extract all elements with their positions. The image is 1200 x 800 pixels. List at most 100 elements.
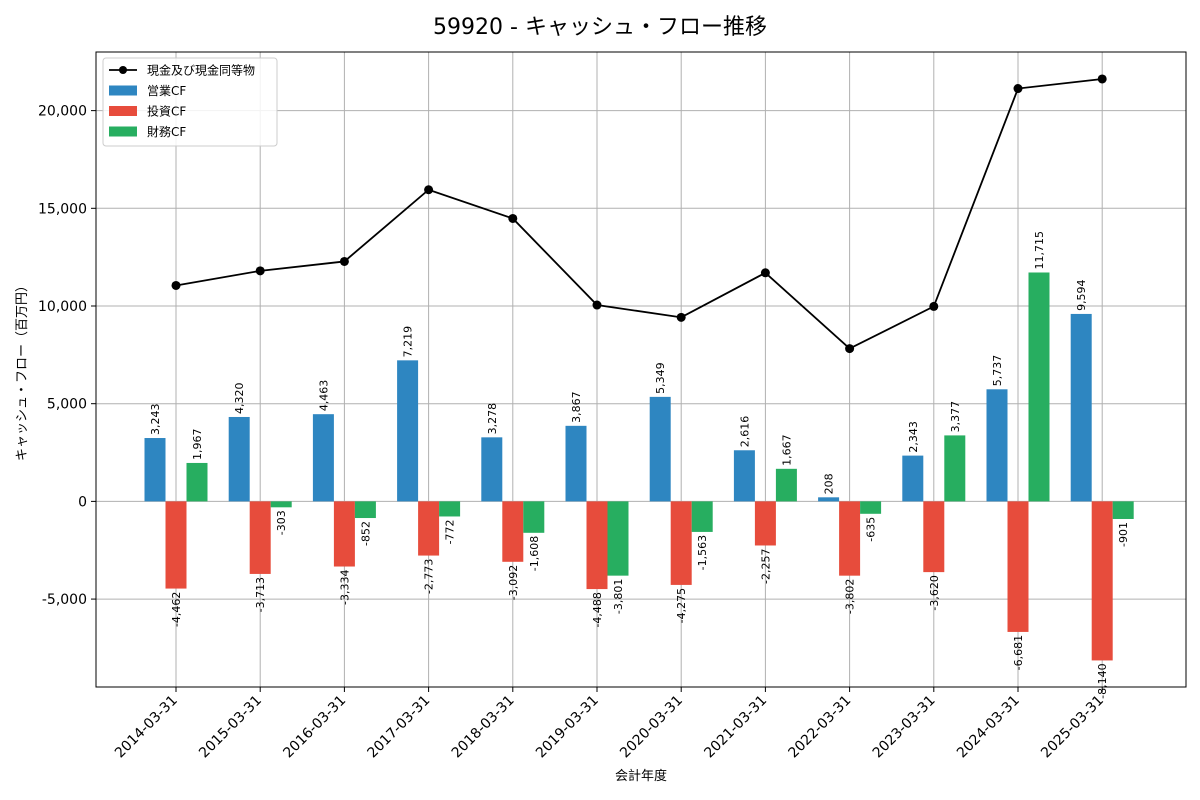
data-label: -3,802: [844, 579, 857, 614]
data-label: -3,801: [612, 579, 625, 614]
bar-営業CF: [228, 416, 250, 502]
data-label: -3,092: [507, 565, 520, 600]
bar-投資CF: [754, 501, 776, 546]
data-label: -4,462: [170, 592, 183, 627]
bar-営業CF: [986, 389, 1008, 502]
x-tick-label: 2021-03-31: [701, 693, 770, 762]
data-label: -1,608: [528, 536, 541, 571]
chart-title: 59920 - キャッシュ・フロー推移: [433, 15, 767, 40]
legend-label: 現金及び現金同等物: [147, 63, 255, 78]
bar-投資CF: [670, 501, 692, 585]
data-label: 3,278: [486, 403, 499, 435]
cash-point: [1013, 84, 1023, 94]
data-label: -852: [359, 521, 372, 546]
y-tick-label: 0: [78, 494, 87, 510]
cash-point: [424, 185, 434, 195]
data-label: 3,867: [570, 391, 583, 423]
data-label: 3,243: [149, 404, 162, 436]
data-label: 4,463: [317, 380, 330, 412]
legend-label: 投資CF: [147, 104, 186, 119]
data-label: 1,667: [780, 434, 793, 466]
bar-投資CF: [586, 501, 608, 590]
bar-投資CF: [1091, 501, 1113, 661]
data-label: 2,343: [907, 421, 920, 453]
cash-point: [508, 213, 518, 223]
bar-投資CF: [249, 501, 271, 574]
legend-bar-swatch: [109, 106, 137, 116]
data-label: -635: [865, 517, 878, 542]
bar-財務CF: [607, 501, 629, 576]
bar-財務CF: [523, 501, 545, 533]
data-label: -6,681: [1012, 635, 1025, 670]
bar-営業CF: [397, 360, 419, 502]
data-label: -3,620: [928, 575, 941, 610]
x-tick-label: 2018-03-31: [449, 693, 518, 762]
bars-group: [144, 272, 1134, 661]
bar-投資CF: [839, 501, 861, 576]
x-tick-label: 2022-03-31: [786, 693, 855, 762]
bar-財務CF: [439, 501, 461, 517]
bar-営業CF: [649, 396, 671, 502]
bar-財務CF: [775, 468, 797, 502]
legend-box: [102, 57, 278, 147]
cash-point: [760, 268, 770, 278]
data-label: 3,377: [949, 401, 962, 433]
x-tick-label: 2024-03-31: [954, 693, 1023, 762]
x-tick-label: 2025-03-31: [1038, 693, 1107, 762]
y-tick-label: 15,000: [38, 201, 87, 217]
bar-投資CF: [418, 501, 440, 556]
legend-label: 財務CF: [147, 124, 186, 139]
bar-営業CF: [902, 455, 924, 502]
bar-財務CF: [270, 501, 292, 508]
bar-財務CF: [691, 501, 713, 532]
y-tick-label: -5,000: [42, 592, 87, 608]
grid-lines: [96, 52, 1186, 687]
data-label: -772: [444, 519, 457, 544]
bar-営業CF: [1070, 313, 1092, 502]
bar-営業CF: [312, 414, 334, 502]
x-tick-label: 2020-03-31: [617, 693, 686, 762]
cash-point: [845, 344, 855, 354]
bar-営業CF: [481, 437, 503, 502]
bar-投資CF: [165, 501, 187, 589]
bar-財務CF: [186, 462, 208, 502]
cash-point: [339, 256, 349, 266]
data-label: -8,140: [1096, 663, 1109, 698]
bar-財務CF: [1028, 272, 1050, 502]
cash-point: [592, 300, 602, 310]
data-label: 11,715: [1033, 231, 1046, 270]
data-label: -2,257: [759, 548, 772, 583]
cash-point: [1097, 74, 1107, 84]
bar-投資CF: [1007, 501, 1029, 632]
bar-営業CF: [818, 497, 840, 502]
x-axis-label: 会計年度: [615, 768, 667, 784]
legend-bar-swatch: [109, 85, 137, 96]
data-label: -3,713: [254, 577, 267, 612]
data-label: -3,334: [338, 570, 351, 605]
legend-marker: [119, 66, 127, 74]
data-label: -303: [275, 510, 288, 535]
legend-label: 営業CF: [147, 84, 186, 98]
data-label: 9,594: [1075, 279, 1088, 311]
y-axis-label: キャッシュ・フロー（百万円）: [15, 279, 30, 461]
x-tick-label: 2016-03-31: [280, 693, 349, 762]
y-axis-ticks: -5,000 0 5,000 10,000 15,000 20,000: [38, 104, 96, 608]
cash-line: [175, 78, 1103, 350]
legend-bar-swatch: [109, 126, 137, 137]
cash-point: [255, 266, 265, 276]
bar-財務CF: [1112, 501, 1134, 519]
cash-point: [929, 301, 939, 311]
data-labels-group: 3,243 4,320 4,463 7,219 3,278 3,867 5,349 2,616…: [149, 231, 1130, 699]
bar-営業CF: [733, 450, 755, 502]
y-tick-label: 10,000: [38, 299, 87, 315]
bar-財務CF: [354, 501, 376, 519]
data-label: -4,488: [591, 592, 604, 627]
data-label: 5,349: [654, 362, 667, 394]
x-tick-label: 2014-03-31: [112, 693, 181, 762]
bar-投資CF: [502, 501, 524, 562]
plot-frame: [95, 51, 1187, 688]
bar-財務CF: [944, 435, 966, 502]
data-label: -901: [1117, 522, 1130, 547]
x-tick-label: 2019-03-31: [533, 693, 602, 762]
